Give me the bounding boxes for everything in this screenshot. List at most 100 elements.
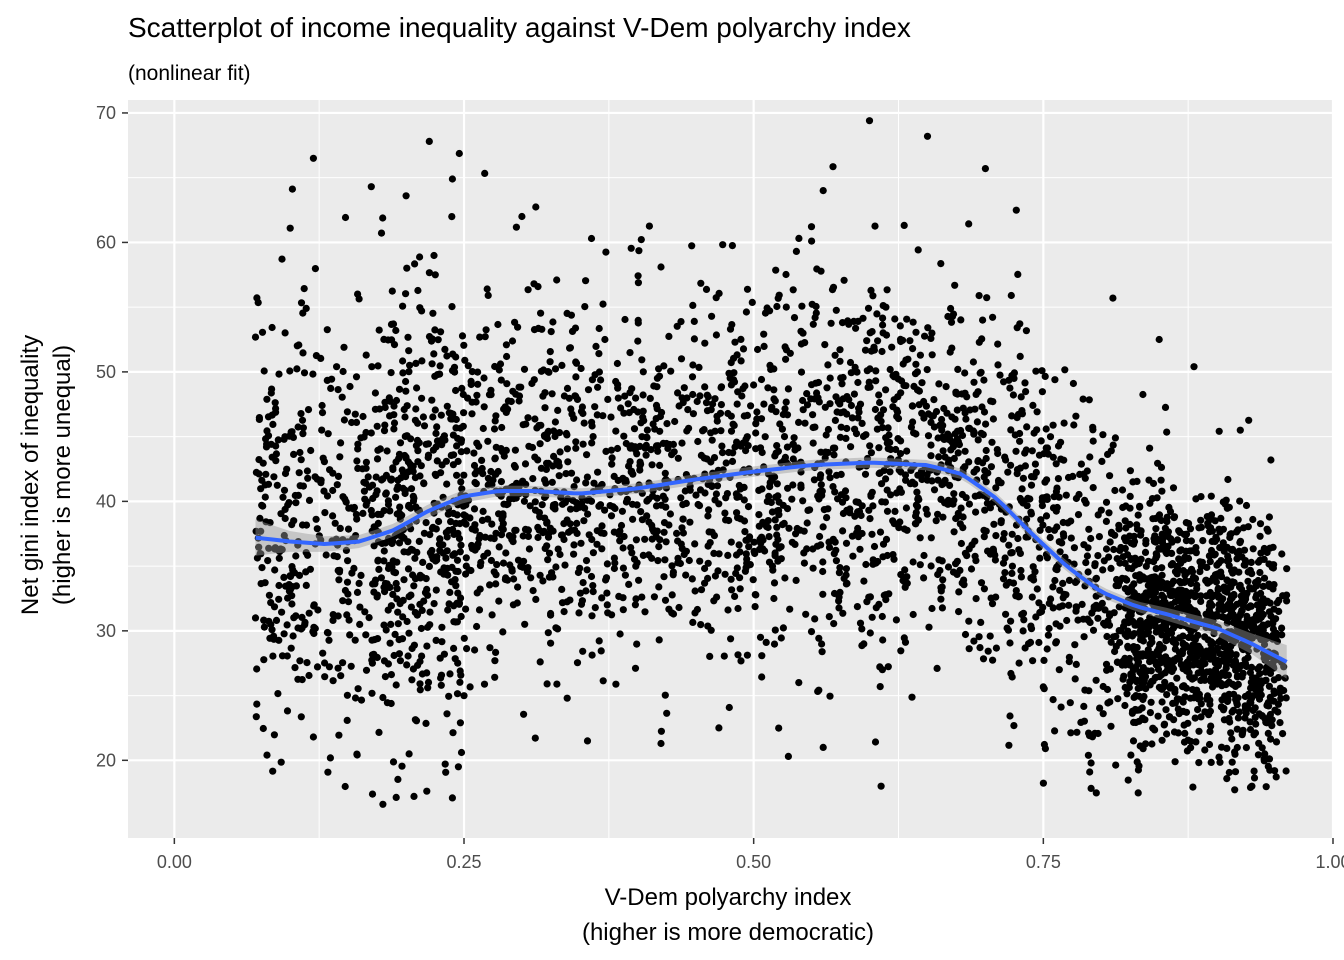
data-point	[281, 329, 289, 337]
data-point	[1017, 566, 1025, 575]
data-point	[901, 583, 909, 591]
data-point	[302, 521, 311, 529]
data-point	[491, 657, 499, 665]
data-point	[994, 476, 1003, 485]
data-point	[654, 447, 662, 455]
data-point	[775, 511, 783, 519]
data-point	[1008, 562, 1017, 570]
data-point	[258, 476, 266, 484]
data-point	[596, 501, 605, 509]
data-point	[1197, 700, 1205, 708]
data-point	[424, 684, 432, 692]
data-point	[436, 535, 444, 543]
data-point	[1231, 786, 1239, 794]
data-point	[1181, 693, 1189, 701]
data-point	[1092, 601, 1100, 609]
data-point	[402, 377, 410, 386]
data-point	[352, 532, 360, 540]
data-point	[836, 357, 844, 365]
data-point	[616, 630, 624, 638]
data-point	[955, 441, 964, 449]
data-point	[1137, 595, 1145, 603]
data-point	[382, 626, 390, 634]
data-point	[929, 412, 938, 420]
data-point	[492, 529, 500, 537]
data-point	[426, 531, 434, 539]
data-point	[294, 423, 302, 431]
data-point	[770, 386, 778, 394]
data-point	[842, 539, 851, 547]
data-point	[429, 413, 437, 421]
data-point	[896, 485, 904, 493]
data-point	[839, 373, 847, 382]
data-point	[749, 576, 757, 584]
data-point	[333, 553, 341, 561]
data-point	[937, 260, 945, 268]
data-point	[392, 396, 401, 405]
data-point	[826, 692, 834, 700]
data-point	[648, 535, 656, 543]
data-point	[788, 538, 796, 546]
data-point	[947, 304, 955, 313]
data-point	[1028, 447, 1036, 455]
data-point	[975, 338, 983, 346]
data-point	[772, 408, 780, 416]
data-point	[792, 247, 801, 255]
data-point	[1211, 574, 1219, 582]
data-point	[503, 352, 511, 361]
data-point	[1152, 514, 1160, 523]
data-point	[877, 782, 885, 790]
data-point	[970, 378, 978, 386]
data-point	[843, 424, 851, 433]
data-point	[632, 536, 641, 544]
data-point	[601, 506, 609, 514]
data-point	[972, 508, 980, 516]
data-point	[1107, 447, 1115, 455]
data-point	[809, 423, 817, 432]
data-point	[1241, 692, 1249, 701]
data-point	[637, 236, 645, 244]
data-point	[824, 505, 832, 513]
data-point	[849, 552, 857, 560]
data-point	[803, 401, 812, 409]
data-point	[1277, 694, 1285, 703]
data-point	[576, 589, 585, 597]
data-point	[949, 310, 958, 318]
data-point	[724, 409, 732, 418]
data-point	[854, 524, 862, 533]
data-point	[832, 557, 841, 565]
data-point	[581, 303, 589, 311]
data-point	[1084, 568, 1092, 576]
data-point	[1266, 599, 1274, 607]
data-point	[324, 430, 332, 438]
data-point	[1158, 487, 1166, 495]
data-point	[762, 638, 770, 647]
data-point	[1249, 545, 1257, 553]
data-point	[951, 281, 959, 289]
data-point	[275, 554, 283, 562]
data-point	[283, 621, 291, 629]
data-point	[313, 525, 321, 533]
data-point	[484, 291, 492, 299]
data-point	[800, 559, 809, 567]
data-point	[713, 417, 721, 425]
data-point	[842, 434, 850, 442]
data-point	[448, 415, 456, 423]
data-point	[1051, 576, 1059, 585]
data-point	[715, 724, 723, 732]
data-point	[808, 237, 816, 245]
data-point	[983, 499, 992, 507]
data-point	[386, 507, 394, 515]
data-point	[691, 587, 699, 595]
data-point	[1173, 654, 1181, 662]
data-point	[909, 345, 917, 353]
data-point	[1167, 561, 1175, 569]
data-point	[779, 410, 787, 419]
data-point	[909, 558, 917, 566]
data-point	[1047, 595, 1055, 603]
data-point	[373, 487, 381, 495]
data-point	[827, 319, 835, 327]
data-point	[409, 665, 417, 673]
data-point	[400, 405, 408, 414]
data-point	[797, 458, 805, 466]
